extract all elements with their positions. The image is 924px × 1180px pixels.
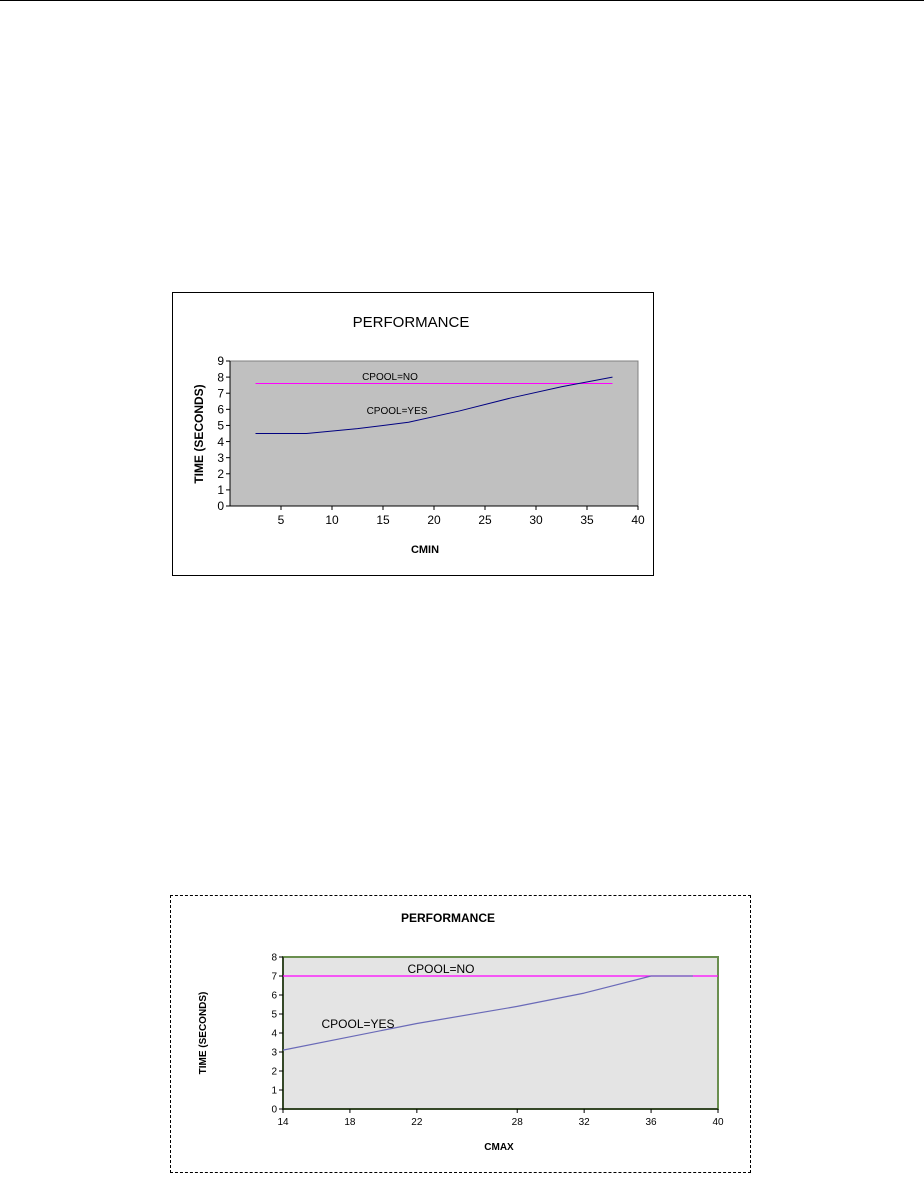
y-tick-label: 7 <box>271 972 277 983</box>
x-tick-label: 35 <box>580 513 594 527</box>
chart-title: PERFORMANCE <box>401 911 495 925</box>
y-axis-label: TIME (SECONDS) <box>192 384 206 483</box>
y-tick-label: 5 <box>217 419 224 433</box>
x-tick-label: 15 <box>376 513 390 527</box>
plot-area <box>282 956 719 1110</box>
y-tick-label: 9 <box>217 354 224 368</box>
y-tick-label: 8 <box>271 953 277 964</box>
x-tick-label: 14 <box>277 1117 289 1128</box>
series-label-cpool-yes: CPOOL=YES <box>367 406 428 417</box>
y-tick-label: 6 <box>217 403 224 417</box>
x-tick-label: 36 <box>646 1117 658 1128</box>
y-tick-label: 1 <box>271 1086 277 1097</box>
series-label-cpool-no: CPOOL=NO <box>407 962 474 976</box>
x-tick-label: 40 <box>631 513 645 527</box>
chart-cmin: 0 1 2 3 4 5 6 7 8 9 5 10 15 20 25 30 35 40 PERFORMANCE CM… <box>192 314 645 556</box>
series-label-cpool-no: CPOOL=NO <box>362 372 418 383</box>
chart-cmax-frame: 0 1 2 3 4 5 6 7 8 14 18 22 28 32 36 40 PERFORMANCE CMAX… <box>170 895 751 1173</box>
series-line-cpool-yes <box>255 376 613 434</box>
chart-cmin-frame: 0 1 2 3 4 5 6 7 8 9 5 10 15 20 25 30 35 40 PERFORMANCE CM… <box>172 292 654 576</box>
y-tick-label: 8 <box>217 370 224 384</box>
x-tick-label: 25 <box>478 513 492 527</box>
x-tick-label: 28 <box>512 1117 524 1128</box>
x-tick-label: 5 <box>278 513 285 527</box>
y-tick-label: 2 <box>271 1067 277 1078</box>
series-line-cpool-yes <box>282 975 693 1051</box>
x-tick-label: 22 <box>411 1117 423 1128</box>
x-tick-label: 18 <box>344 1117 356 1128</box>
y-axis-label: TIME (SECONDS) <box>198 992 209 1075</box>
x-tick-label: 30 <box>529 513 543 527</box>
chart-title: PERFORMANCE <box>353 314 470 331</box>
x-axis-label: CMIN <box>411 544 439 556</box>
x-tick-label: 10 <box>325 513 339 527</box>
y-tick-label: 4 <box>217 435 224 449</box>
y-tick-label: 1 <box>217 483 224 497</box>
x-tick-label: 32 <box>579 1117 591 1128</box>
x-tick-label: 20 <box>427 513 441 527</box>
series-label-cpool-yes: CPOOL=YES <box>321 1017 394 1031</box>
y-tick-label: 0 <box>217 499 224 513</box>
page-top-rule <box>0 0 924 1</box>
x-axis-label: CMAX <box>484 1142 514 1153</box>
chart-cmax: 0 1 2 3 4 5 6 7 8 14 18 22 28 32 36 40 PERFORMANCE CMAX… <box>198 911 724 1153</box>
y-tick-label: 4 <box>271 1029 277 1040</box>
y-tick-label: 3 <box>217 451 224 465</box>
y-tick-label: 2 <box>217 467 224 481</box>
x-tick-label: 40 <box>712 1117 724 1128</box>
y-tick-label: 6 <box>271 991 277 1002</box>
y-tick-label: 0 <box>271 1105 277 1116</box>
y-tick-label: 5 <box>271 1010 277 1021</box>
y-tick-label: 3 <box>271 1048 277 1059</box>
y-tick-label: 7 <box>217 386 224 400</box>
